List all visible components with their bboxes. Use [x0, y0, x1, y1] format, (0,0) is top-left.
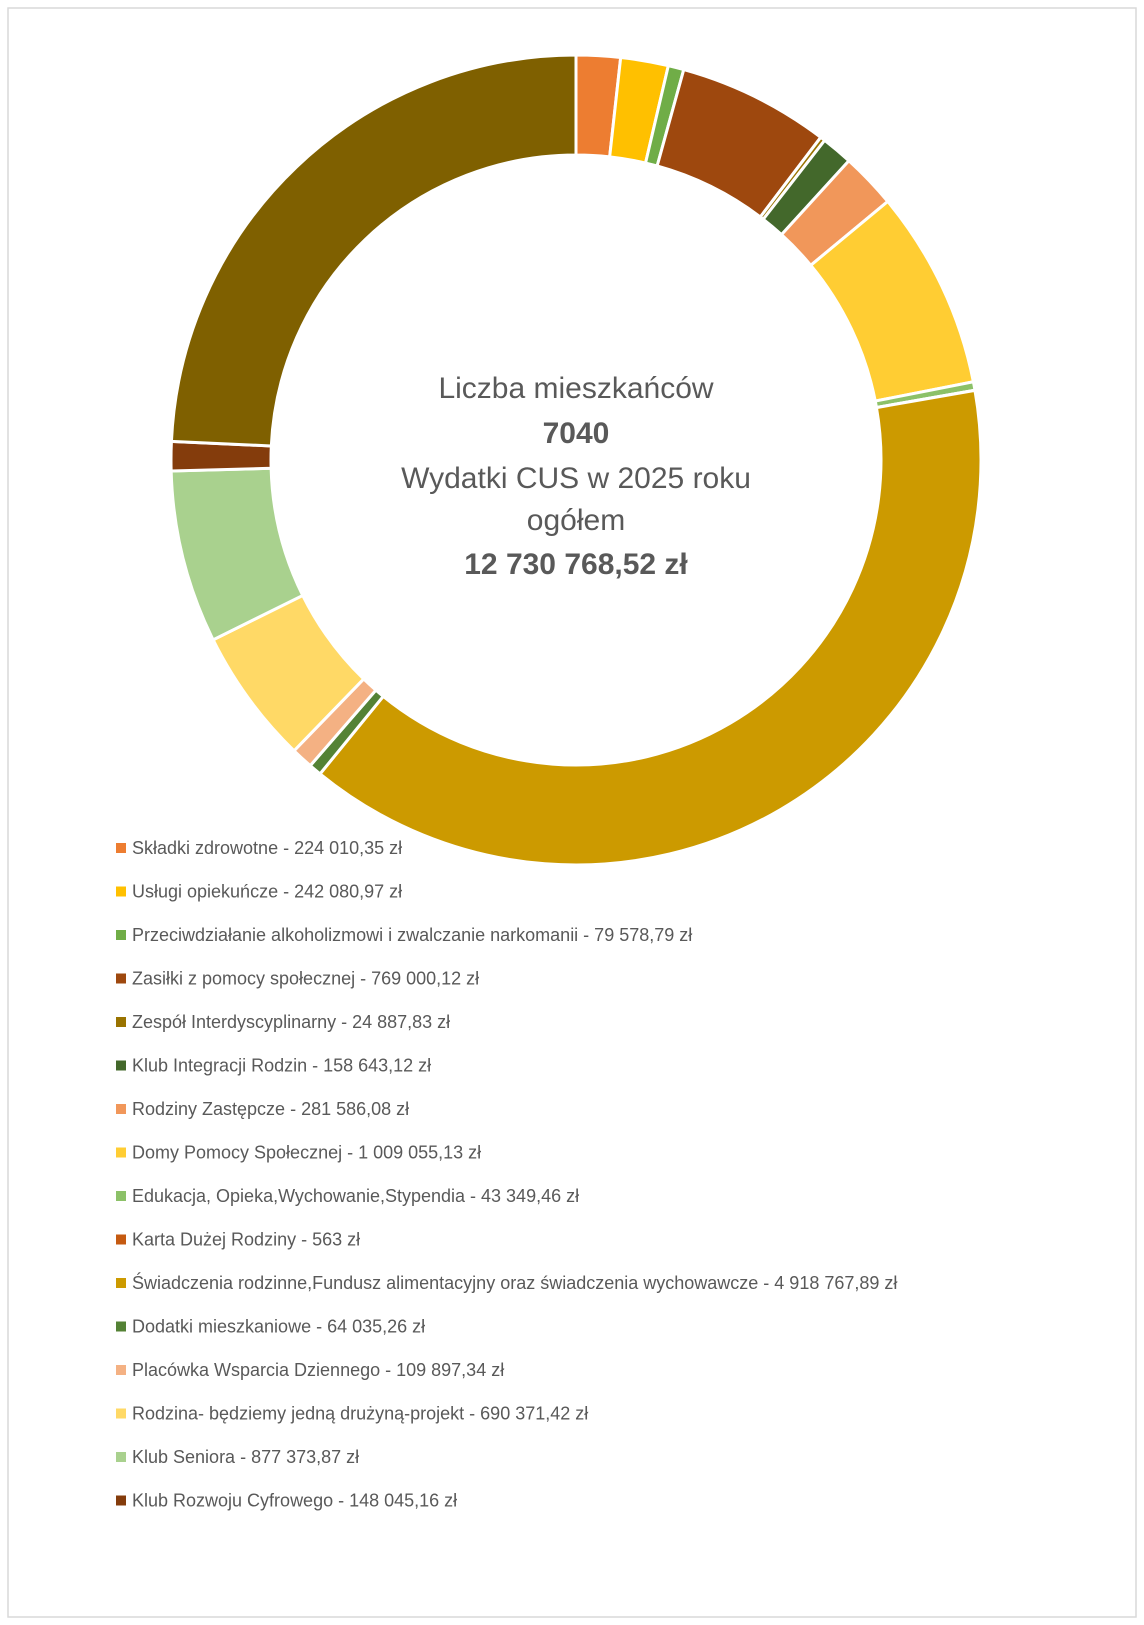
legend-label: Placówka Wsparcia Dziennego - 109 897,34… [132, 1360, 504, 1380]
legend-label: Klub Rozwoju Cyfrowego - 148 045,16 zł [132, 1490, 457, 1510]
center-label: Liczba mieszkańców [438, 372, 713, 405]
center-label: ogółem [527, 504, 625, 537]
center-label: Wydatki CUS w 2025 roku [401, 462, 751, 495]
legend-swatch [116, 1191, 126, 1201]
legend-label: Edukacja, Opieka,Wychowanie,Stypendia - … [132, 1186, 579, 1206]
legend-label: Domy Pomocy Społecznej - 1 009 055,13 zł [132, 1142, 481, 1162]
legend-label: Świadczenia rodzinne,Fundusz alimentacyj… [132, 1272, 897, 1293]
legend-label: Usługi opiekuńcze - 242 080,97 zł [132, 881, 402, 901]
legend-swatch [116, 1104, 126, 1114]
legend-swatch [116, 1452, 126, 1462]
legend-swatch [116, 886, 126, 897]
legend-swatch [116, 1147, 126, 1158]
legend-swatch [116, 1060, 126, 1071]
legend-swatch [116, 973, 126, 984]
legend-swatch [116, 1234, 126, 1245]
legend-label: Rodzina- będziemy jedną drużyną-projekt … [132, 1403, 588, 1423]
donut-segment [169, 53, 578, 448]
legend-label: Karta Dużej Rodziny - 563 zł [132, 1229, 360, 1249]
legend-label: Składki zdrowotne - 224 010,35 zł [132, 838, 402, 858]
legend-swatch [116, 1278, 126, 1288]
legend-label: Rodziny Zastępcze - 281 586,08 zł [132, 1099, 409, 1119]
legend-label: Przeciwdziałanie alkoholizmowi i zwalcza… [132, 925, 692, 945]
legend-swatch [116, 1017, 126, 1027]
donut-segment [317, 388, 983, 867]
legend-swatch [116, 843, 126, 853]
legend-swatch [116, 1365, 126, 1375]
center-label: 12 730 768,52 zł [464, 548, 688, 581]
legend-swatch [116, 1495, 126, 1506]
legend-label: Klub Integracji Rodzin - 158 643,12 zł [132, 1055, 431, 1075]
legend-label: Klub Seniora - 877 373,87 zł [132, 1447, 359, 1467]
legend-label: Zespół Interdyscyplinarny - 24 887,83 zł [132, 1012, 450, 1032]
legend-label: Zasiłki z pomocy społecznej - 769 000,12… [132, 968, 479, 988]
legend-label: Dodatki mieszkaniowe - 64 035,26 zł [132, 1316, 425, 1336]
legend-swatch [116, 1408, 126, 1419]
legend-swatch [116, 1321, 126, 1332]
legend-swatch [116, 930, 126, 940]
center-label: 7040 [543, 417, 610, 450]
